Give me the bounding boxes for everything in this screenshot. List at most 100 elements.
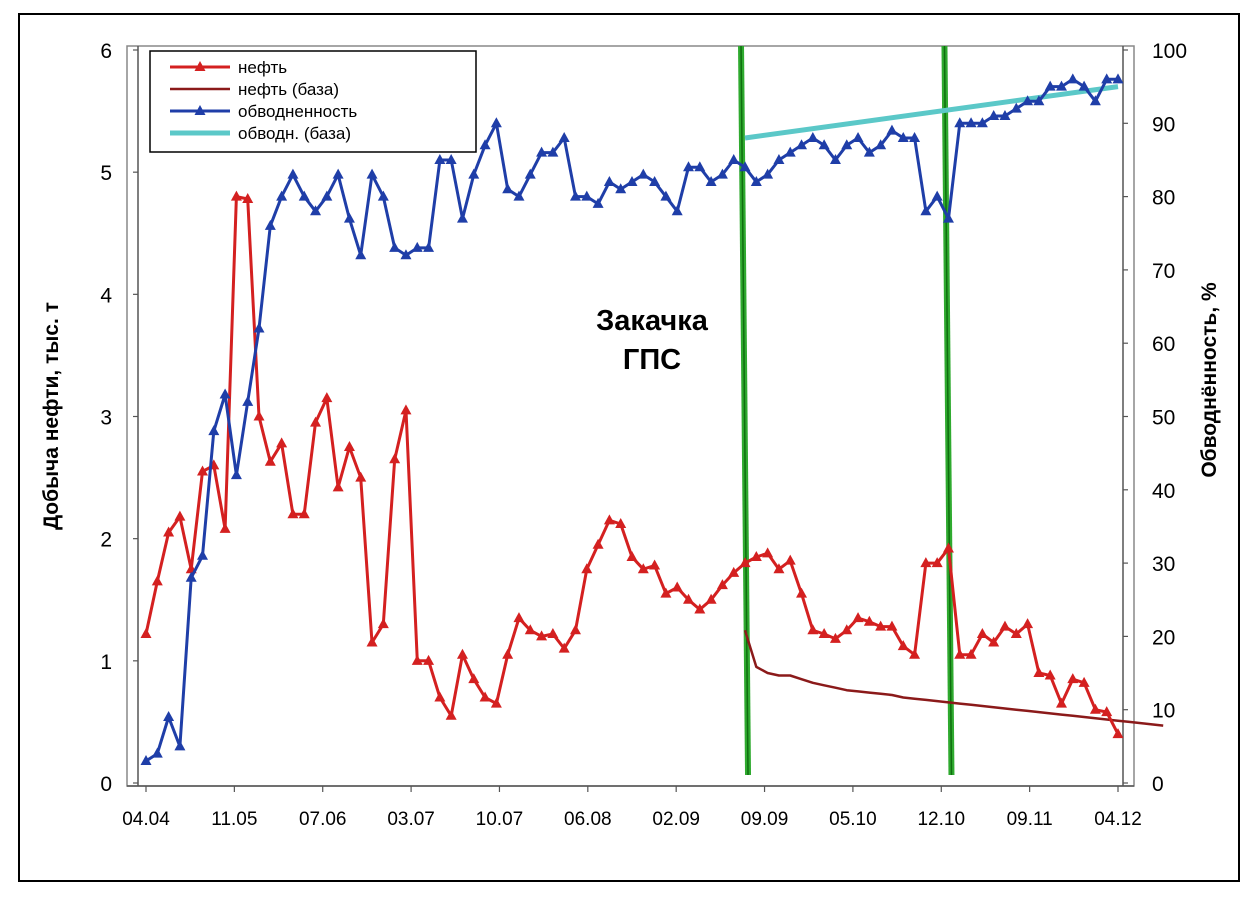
series-0-point	[219, 522, 231, 533]
series-0-point	[886, 620, 898, 631]
left-tick-label: 2	[100, 529, 112, 552]
series-0-point	[287, 508, 299, 519]
series-2-point	[988, 109, 1000, 120]
series-0-point	[479, 691, 491, 702]
series-0-point	[400, 404, 412, 415]
series-0-point	[841, 624, 853, 635]
x-tick-label: 11.05	[211, 809, 257, 830]
series-0-point	[355, 471, 367, 482]
series-2-point	[931, 190, 943, 201]
series-0-point	[762, 547, 774, 558]
series-2-point	[536, 146, 548, 157]
series-2-point	[355, 249, 367, 260]
legend-marker	[194, 61, 206, 71]
left-tick-label: 4	[100, 284, 112, 307]
series-0-point	[988, 636, 1000, 647]
x-tick-label: 06.08	[564, 809, 612, 830]
series-0-point	[547, 627, 559, 638]
series-0-point	[1101, 706, 1113, 717]
series-2-point	[728, 153, 740, 164]
series-2-point	[276, 190, 288, 201]
series-0-point	[976, 627, 988, 638]
series-2-point	[219, 388, 231, 399]
series-0-point	[524, 624, 536, 635]
plot-area	[126, 45, 1135, 787]
left-tick-label: 1	[100, 651, 112, 674]
series-2-point	[479, 139, 491, 150]
series-0-point	[569, 624, 581, 635]
series-0-point	[536, 630, 548, 641]
series-2-point	[208, 425, 220, 436]
series-2-point	[976, 117, 988, 128]
series-0-point	[660, 587, 672, 598]
series-2-point	[1078, 80, 1090, 91]
series-0-point	[411, 654, 423, 665]
series-2-point	[321, 190, 333, 201]
series-2-point	[343, 212, 355, 223]
series-2-point	[863, 146, 875, 157]
series-2-point	[683, 161, 695, 172]
legend-marker	[194, 105, 206, 115]
y-axis-title: Добыча нефти, тыс. т	[40, 302, 63, 530]
series-0-point	[897, 640, 909, 651]
series-2-point	[762, 168, 774, 179]
series-2-point	[649, 175, 661, 186]
series-2-point	[886, 124, 898, 135]
series-0-point	[649, 559, 661, 570]
legend-label: обводненность	[238, 102, 357, 121]
series-2-point	[377, 190, 389, 201]
series-0-point	[1089, 703, 1101, 714]
series-2-point	[1055, 80, 1067, 91]
series-0-point	[829, 632, 841, 643]
series-0-point	[456, 648, 468, 659]
legend-label: нефть	[238, 58, 287, 77]
series-2-point	[615, 183, 627, 194]
series-0-point	[592, 538, 604, 549]
series-2-point	[671, 205, 683, 216]
series-2-point	[1112, 73, 1124, 84]
series-0-point	[140, 627, 152, 638]
series-0-point	[310, 416, 322, 427]
right-tick-label: 30	[1152, 553, 1175, 576]
x-tick-label: 04.04	[122, 809, 170, 830]
series-2-point	[434, 153, 446, 164]
series-2-point	[581, 190, 593, 201]
series-2-point	[502, 183, 514, 194]
series-0-point	[490, 697, 502, 708]
series-2-point	[796, 139, 808, 150]
annotation-line-1: Закачка	[596, 305, 709, 337]
right-tick-label: 0	[1152, 773, 1164, 796]
series-0-point	[332, 481, 344, 492]
x-tick-label: 12.10	[917, 809, 965, 830]
series-2-point	[954, 117, 966, 128]
series-2-point	[739, 161, 751, 172]
x-tick-label: 09.09	[741, 809, 789, 830]
series-0-point	[423, 654, 435, 665]
series-2-point	[253, 322, 265, 333]
series-0-point	[807, 624, 819, 635]
left-tick-label: 3	[100, 407, 112, 430]
series-0-point	[174, 510, 186, 521]
series-0-point	[502, 648, 514, 659]
right-tick-label: 60	[1152, 333, 1175, 356]
series-0-point	[920, 557, 932, 568]
series-0-point	[230, 190, 242, 201]
series-0-point	[863, 615, 875, 626]
series-0-point	[1055, 697, 1067, 708]
series-2-point	[660, 190, 672, 201]
series-2-point	[603, 175, 615, 186]
series-0-point	[931, 557, 943, 568]
series-2-point	[773, 153, 785, 164]
series-0-point	[343, 441, 355, 452]
series-0-point	[875, 620, 887, 631]
series-0-point	[728, 566, 740, 577]
series-line-3	[744, 84, 1119, 141]
series-0-point	[468, 673, 480, 684]
series-0-point	[999, 620, 1011, 631]
series-2-point	[513, 190, 525, 201]
series-0-point	[750, 550, 762, 561]
series-2-point	[490, 117, 502, 128]
series-0-point	[1022, 618, 1034, 629]
series-2-point	[411, 241, 423, 252]
